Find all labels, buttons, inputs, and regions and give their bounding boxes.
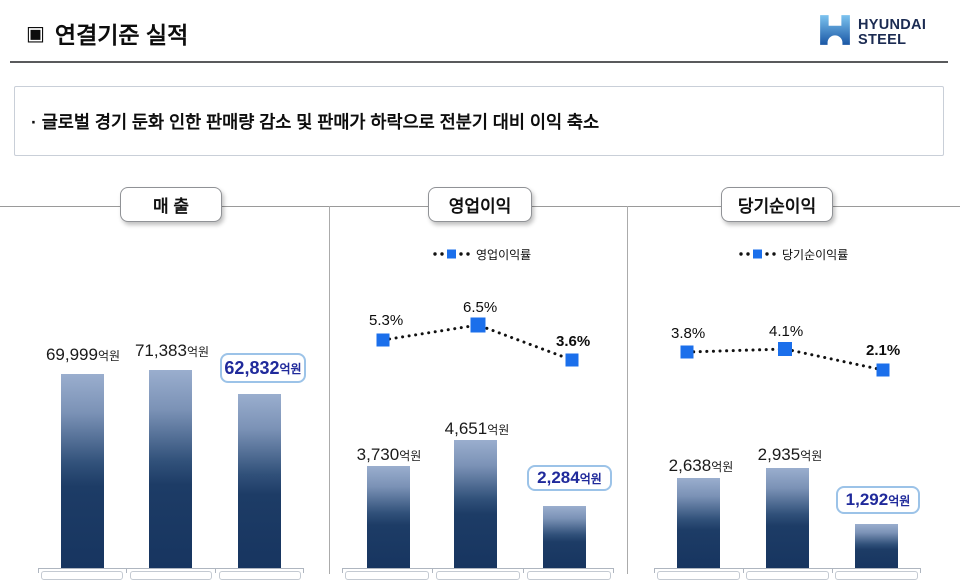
line-marker [778,342,792,356]
revenue-bar-1 [61,374,104,568]
logo-text-line1: HYUNDAI [858,16,927,33]
operating-profit-rate-point-label-3: 3.6% [556,333,591,350]
operating-profit-rate-point-label-2: 6.5% [463,299,498,316]
net-income-unit-1: 억원 [711,460,734,474]
axis-label-box [130,571,212,580]
net-income-rate-point-label-1: 3.8% [671,325,706,342]
axis-label-box [527,571,611,580]
net-income-bar-3 [855,524,898,568]
revenue-value-label-2: 71,383억원 [126,341,218,361]
operating-profit-bar-1 [367,466,410,568]
page-title: ▣ 연결기준 실적 [26,16,188,50]
net-income-rate-legend-label: 당기순이익률 [782,248,849,262]
axis-tick [613,568,614,573]
column-divider-1 [329,206,330,574]
operating-profit-rate-legend: 영업이익률 [432,246,531,263]
revenue-bar-2 [149,370,192,568]
axis-tick [432,568,433,573]
axis-tick [38,568,39,573]
net-income-bar-1 [677,478,720,568]
axis-label-box [219,571,301,580]
operating-profit-unit-1: 억원 [399,449,422,463]
section-header-operating-profit-label: 영업이익 [448,197,512,216]
revenue-value-1: 69,999 [45,345,98,364]
revenue-unit-3: 억원 [279,361,302,376]
line-marker [876,363,890,377]
column-divider-2 [627,206,628,574]
axis-tick [303,568,304,573]
summary-box: · 글로벌 경기 둔화 인한 판매량 감소 및 판매가 하락으로 전분기 대비 … [14,86,944,156]
net-income-value-3: 1,292 [845,490,889,509]
axis-label-box [41,571,123,580]
net-income-rate-point-label-3: 2.1% [866,342,901,359]
operating-profit-highlight-box: 2,284 억원 [527,465,612,491]
axis-tick [654,568,655,573]
line-marker [680,345,694,359]
line-marker [565,353,579,367]
line-marker [470,317,486,333]
net-income-x-axis [654,568,921,580]
hyundai-h-icon [817,13,853,52]
dotted-line-marker-icon [738,248,778,262]
operating-profit-value-3: 2,284 [537,468,580,487]
revenue-x-axis [38,568,304,580]
operating-profit-x-axis [342,568,614,580]
axis-tick [126,568,127,573]
revenue-unit-2: 억원 [186,345,210,359]
logo-text-line2: STEEL [858,31,907,48]
net-income-rate-legend: 당기순이익률 [738,246,848,263]
net-income-value-label-1: 2,638억원 [655,456,747,476]
net-income-value-label-2: 2,935억원 [744,445,836,465]
net-income-bar-2 [766,468,809,568]
revenue-unit-1: 억원 [97,349,121,363]
section-header-net-income-label: 당기순이익 [737,197,817,216]
axis-tick [832,568,833,573]
net-income-rate-point-label-2: 4.1% [769,323,804,340]
dotted-line-marker-icon [432,248,472,262]
operating-profit-value-label-1: 3,730억원 [343,445,435,465]
net-income-unit-2: 억원 [800,449,823,463]
axis-tick [743,568,744,573]
axis-label-box [835,571,918,580]
section-header-revenue: 매 출 [120,187,222,222]
axis-tick [342,568,343,573]
operating-profit-value-1: 3,730 [356,445,400,464]
revenue-value-label-1: 69,999억원 [37,345,129,365]
hyundai-steel-logo: HYUNDAI STEEL [817,13,926,52]
line-marker [376,333,390,347]
axis-tick [215,568,216,573]
operating-profit-bar-3 [543,506,586,568]
revenue-highlight-box: 62,832 억원 [220,353,306,383]
axis-label-box [746,571,829,580]
operating-profit-rate-point-label-1: 5.3% [369,312,404,329]
logo-wordmark: HYUNDAI STEEL [858,16,927,48]
section-header-operating-profit: 영업이익 [428,187,532,222]
section-header-revenue-label: 매 출 [152,197,189,216]
net-income-value-1: 2,638 [668,456,712,475]
operating-profit-unit-2: 억원 [487,423,510,437]
net-income-rate-line [680,342,890,377]
operating-profit-rate-line [376,317,579,367]
title-square-icon: ▣ [26,23,45,45]
operating-profit-rate-legend-label: 영업이익률 [476,248,532,262]
operating-profit-bar-2 [454,440,497,568]
revenue-bar-3 [238,394,281,568]
operating-profit-value-label-2: 4,651억원 [431,419,523,439]
page-title-text: 연결기준 실적 [54,22,189,48]
operating-profit-unit-3: 억원 [579,471,602,486]
axis-label-box [657,571,740,580]
net-income-unit-3: 억원 [888,493,911,508]
net-income-value-2: 2,935 [757,445,801,464]
header-divider [10,61,948,63]
axis-tick [920,568,921,573]
operating-profit-value-2: 4,651 [444,419,488,438]
axis-tick [523,568,524,573]
section-header-net-income: 당기순이익 [721,187,833,222]
axis-label-box [345,571,429,580]
net-income-highlight-box: 1,292 억원 [836,486,920,514]
summary-text: · 글로벌 경기 둔화 인한 판매량 감소 및 판매가 하락으로 전분기 대비 … [31,111,600,132]
axis-label-box [436,571,520,580]
revenue-value-2: 71,383 [134,341,187,360]
revenue-value-3: 62,832 [224,357,280,378]
